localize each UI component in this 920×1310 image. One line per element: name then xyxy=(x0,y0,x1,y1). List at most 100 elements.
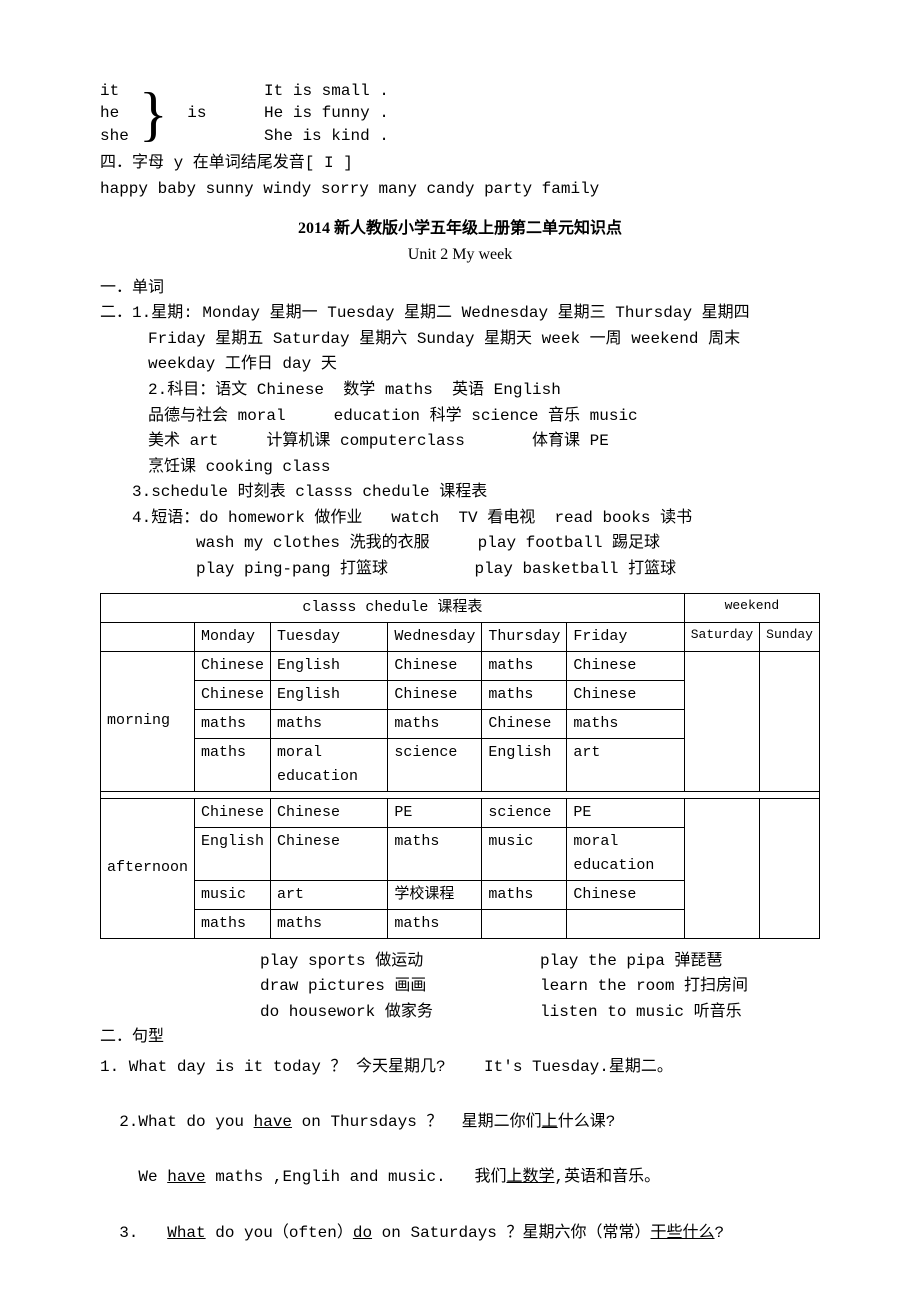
brace-he: he xyxy=(100,102,129,124)
phrase-sports: play sports 做运动 xyxy=(260,949,540,975)
cell xyxy=(482,909,567,938)
sentence-3: 3. What do you（often）do on Saturdays ？星期… xyxy=(100,1195,820,1246)
cell: Chinese xyxy=(482,709,567,738)
s3-u2: do xyxy=(353,1224,372,1242)
sentence-1: 1. What day is it today ？ 今天星期几? It's Tu… xyxy=(100,1055,820,1081)
vocab-h2: 二．1.星期: Monday 星期一 Tuesday 星期二 Wednesday… xyxy=(100,301,820,327)
vocab-l9: 4.短语：do homework 做作业 watch TV 看电视 read b… xyxy=(100,506,820,532)
vocab-h1: 一．单词 xyxy=(100,276,820,302)
cell: 学校课程 xyxy=(388,880,482,909)
day-mon: Monday xyxy=(195,622,271,651)
phrase-housework: do housework 做家务 xyxy=(260,1000,540,1026)
s2a-post2: 什么课? xyxy=(558,1113,616,1131)
brace-right-col: It is small . He is funny . She is kind … xyxy=(264,80,389,147)
cell: English xyxy=(195,827,271,880)
table-row: afternoon Chinese Chinese PE science PE xyxy=(101,798,820,827)
vocab-l11: play ping-pang 打篮球 play basketball 打篮球 xyxy=(100,557,820,583)
day-fri: Friday xyxy=(567,622,684,651)
cell: maths xyxy=(195,738,271,791)
cell: maths xyxy=(388,709,482,738)
schedule-header-weekend: weekend xyxy=(684,593,819,622)
sat-morning-empty xyxy=(684,651,759,791)
s3-pre: 3. xyxy=(119,1224,167,1242)
cell: Chinese xyxy=(271,827,388,880)
divider-row xyxy=(101,791,820,798)
phrase-learn-room: learn the room 打扫房间 xyxy=(540,974,820,1000)
day-tue: Tuesday xyxy=(271,622,388,651)
ex-it-small: It is small . xyxy=(264,80,389,102)
cell: music xyxy=(482,827,567,880)
phrase-draw: draw pictures 画画 xyxy=(260,974,540,1000)
brace-mid: is xyxy=(178,101,264,127)
vocab-l5: 品德与社会 moral education 科学 science 音乐 musi… xyxy=(100,404,820,430)
cell: Chinese xyxy=(195,651,271,680)
vocab-l10: wash my clothes 洗我的衣服 play football 踢足球 xyxy=(100,531,820,557)
cell: maths xyxy=(195,909,271,938)
cell: maths xyxy=(195,709,271,738)
s3-end: ? xyxy=(715,1224,725,1242)
cell: maths xyxy=(482,651,567,680)
s3-mid2: on Saturdays ？星期六你（常常） xyxy=(372,1224,650,1242)
s2a-u2: 上 xyxy=(542,1113,558,1131)
grammar-brace-block: it he she } is It is small . He is funny… xyxy=(100,80,820,147)
table-row: morning Chinese English Chinese maths Ch… xyxy=(101,651,820,680)
phrases-row-3: do housework 做家务 listen to music 听音乐 xyxy=(100,1000,820,1026)
cell: art xyxy=(271,880,388,909)
sentence-2a: 2.What do you have on Thursdays ？ 星期二你们上… xyxy=(100,1085,820,1136)
cell: Chinese xyxy=(567,880,684,909)
vocab-l2: Friday 星期五 Saturday 星期六 Sunday 星期天 week … xyxy=(100,327,820,353)
phrase-pipa: play the pipa 弹琵琶 xyxy=(540,949,820,975)
cell: maths xyxy=(271,909,388,938)
s2b-pre: We xyxy=(119,1168,167,1186)
unit-subtitle: Unit 2 My week xyxy=(100,242,820,268)
vocab-l4: 2.科目：语文 Chinese 数学 maths 英语 English xyxy=(100,378,820,404)
brace-she: she xyxy=(100,125,129,147)
sat-afternoon-empty xyxy=(684,798,759,938)
cell: science xyxy=(388,738,482,791)
vocab-l7: 烹饪课 cooking class xyxy=(100,455,820,481)
afternoon-label: afternoon xyxy=(101,798,195,938)
cell: English xyxy=(271,651,388,680)
s3-mid: do you（often） xyxy=(206,1224,353,1242)
cell: maths xyxy=(482,880,567,909)
days-row: Monday Tuesday Wednesday Thursday Friday… xyxy=(101,622,820,651)
day-thu: Thursday xyxy=(482,622,567,651)
cell: maths xyxy=(271,709,388,738)
morning-label: morning xyxy=(101,651,195,791)
s3-u3: 干些什么 xyxy=(651,1224,715,1242)
cell: music xyxy=(195,880,271,909)
cell: English xyxy=(271,680,388,709)
phrases-row-1: play sports 做运动 play the pipa 弹琵琶 xyxy=(100,949,820,975)
s2a-pre: 2.What do you xyxy=(119,1113,253,1131)
cell: maths xyxy=(388,909,482,938)
vocab-l6: 美术 art 计算机课 computerclass 体育课 PE xyxy=(100,429,820,455)
s2b-u: have xyxy=(167,1168,205,1186)
sentence-2b: We have maths ,Englih and music. 我们上数学,英… xyxy=(100,1140,820,1191)
cell: moral education xyxy=(567,827,684,880)
cell: art xyxy=(567,738,684,791)
day-sat: Saturday xyxy=(684,622,759,651)
sun-afternoon-empty xyxy=(760,798,820,938)
vocab-l8: 3.schedule 时刻表 classs chedule 课程表 xyxy=(100,480,820,506)
section4-words: happy baby sunny windy sorry many candy … xyxy=(100,177,820,203)
s3-u1: What xyxy=(167,1224,205,1242)
sun-morning-empty xyxy=(760,651,820,791)
day-wed: Wednesday xyxy=(388,622,482,651)
unit-title: 2014 新人教版小学五年级上册第二单元知识点 xyxy=(100,216,820,242)
phrases-row-2: draw pictures 画画 learn the room 打扫房间 xyxy=(100,974,820,1000)
schedule-table: classs chedule 课程表 weekend Monday Tuesda… xyxy=(100,593,820,939)
cell: maths xyxy=(388,827,482,880)
cell: maths xyxy=(482,680,567,709)
cell: Chinese xyxy=(195,798,271,827)
s2a-post: on Thursdays ？ 星期二你们 xyxy=(292,1113,542,1131)
cell: maths xyxy=(567,709,684,738)
s2b-u2: 上数学 xyxy=(506,1168,554,1186)
cell: Chinese xyxy=(271,798,388,827)
empty-corner xyxy=(101,622,195,651)
cell: Chinese xyxy=(567,651,684,680)
brace-it: it xyxy=(100,80,129,102)
ex-she-kind: She is kind . xyxy=(264,125,389,147)
table-header-row: classs chedule 课程表 weekend xyxy=(101,593,820,622)
curly-brace-icon: } xyxy=(139,84,168,144)
divider-cell xyxy=(101,791,820,798)
